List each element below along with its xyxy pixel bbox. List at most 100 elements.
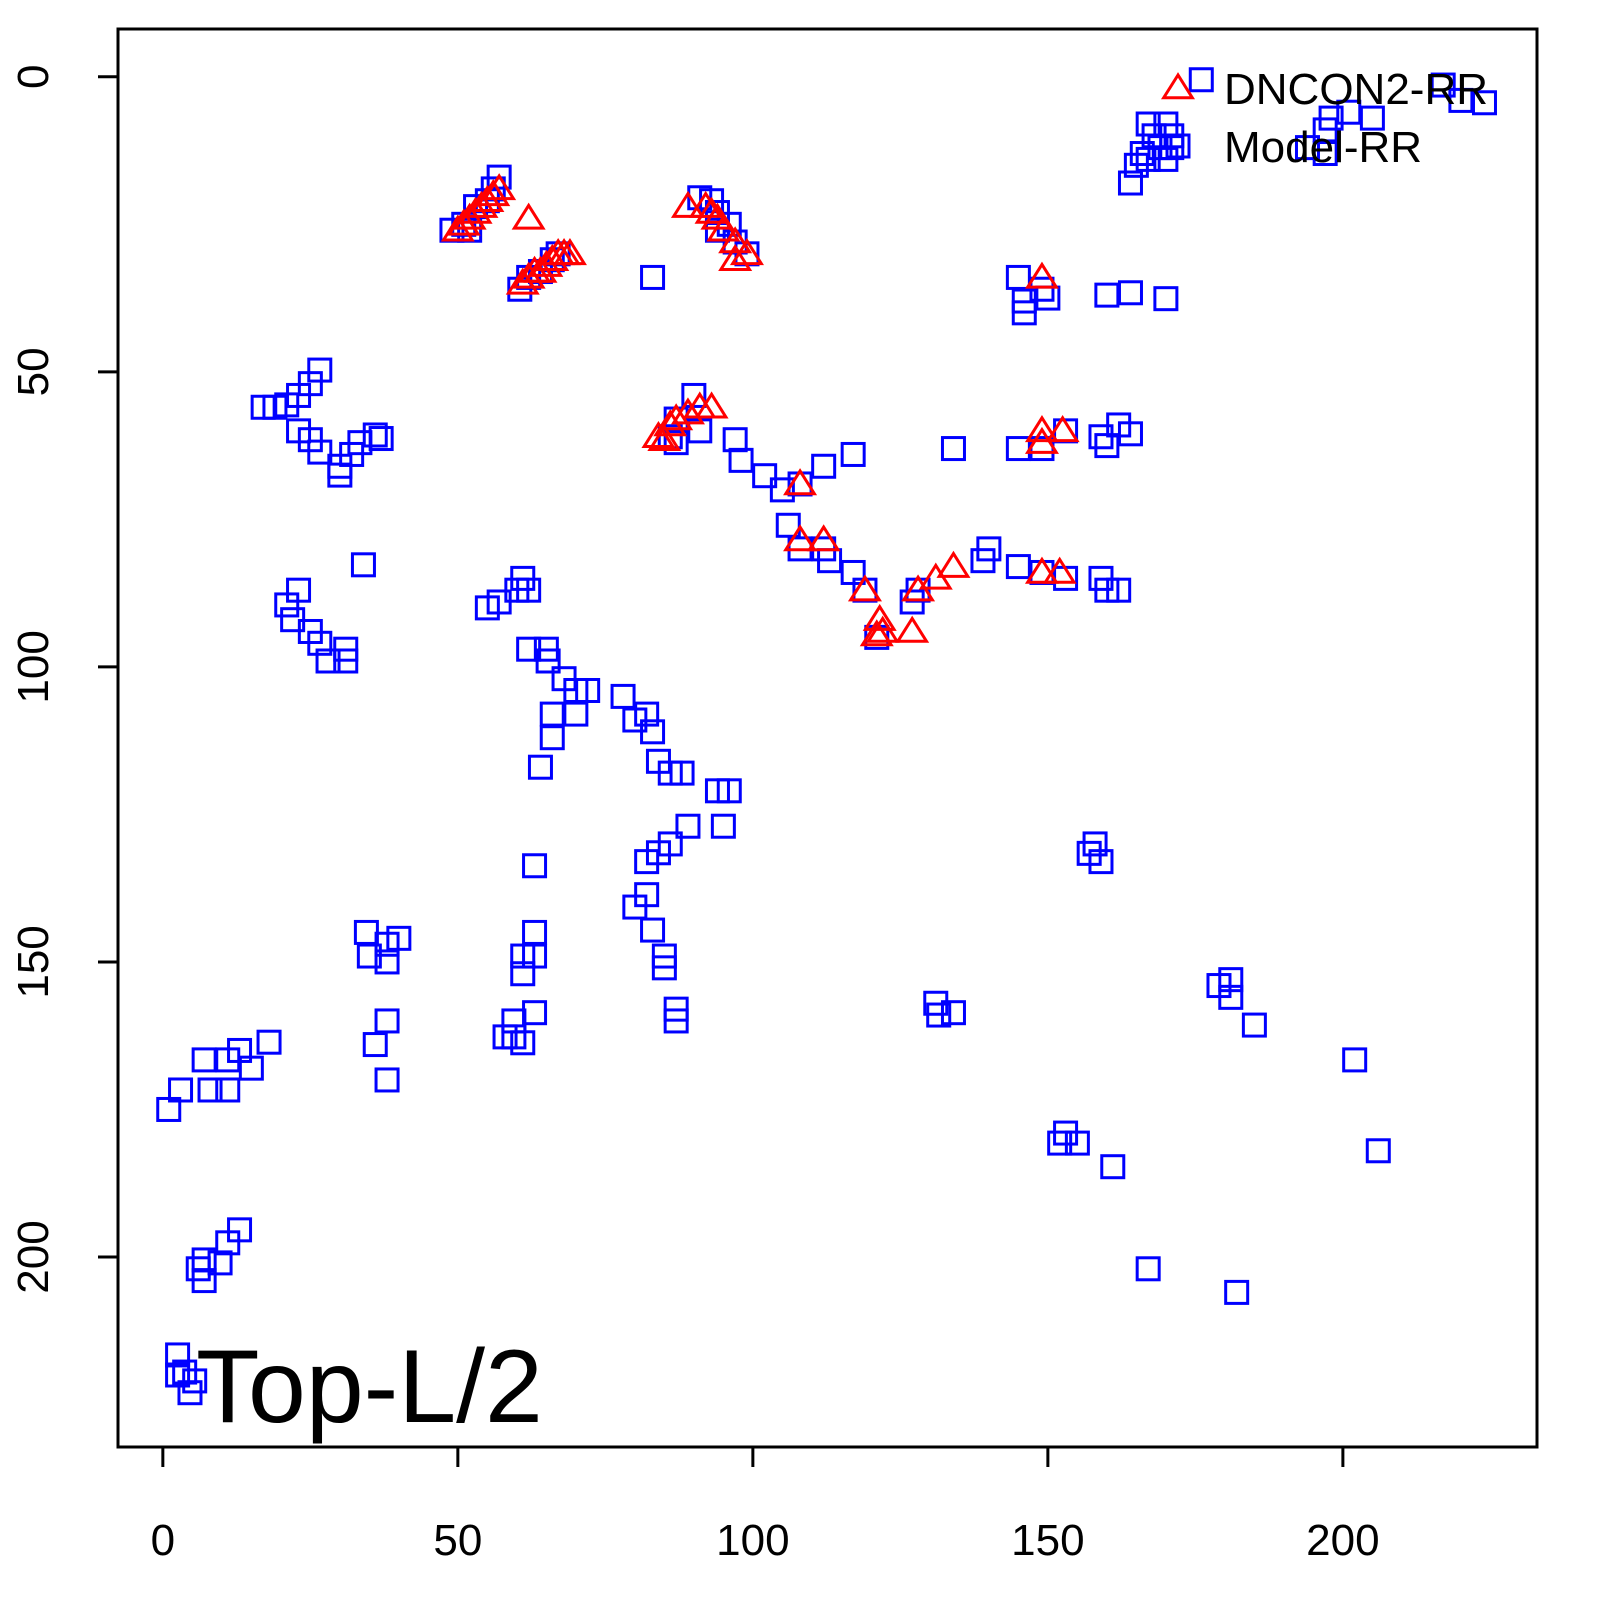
point xyxy=(474,595,500,621)
point xyxy=(353,919,379,945)
point xyxy=(859,619,894,647)
point xyxy=(1064,1130,1090,1156)
point xyxy=(362,1032,388,1058)
point xyxy=(539,701,565,727)
x-tick-label: 0 xyxy=(151,1516,175,1565)
point xyxy=(1241,1012,1267,1038)
point xyxy=(640,264,666,290)
x-tick-label: 200 xyxy=(1306,1516,1379,1565)
point xyxy=(1430,72,1456,98)
y-tick-label: 50 xyxy=(9,347,58,396)
point xyxy=(1029,276,1055,302)
point xyxy=(476,178,511,207)
point xyxy=(1117,280,1143,306)
point xyxy=(1011,300,1037,326)
point xyxy=(1024,415,1059,443)
point xyxy=(307,357,333,383)
point xyxy=(640,917,666,943)
point xyxy=(610,683,636,709)
y-tick-label: 150 xyxy=(9,925,58,998)
point xyxy=(256,1029,282,1055)
point xyxy=(670,397,705,425)
point xyxy=(688,190,723,218)
point xyxy=(511,202,546,230)
point xyxy=(1024,556,1059,584)
point xyxy=(651,955,677,981)
point xyxy=(362,422,388,448)
point xyxy=(806,524,841,552)
legend-label: DNCON2-RR xyxy=(1224,65,1488,114)
point xyxy=(622,894,648,920)
point xyxy=(895,615,930,643)
point xyxy=(563,701,589,727)
point xyxy=(522,919,548,945)
point xyxy=(250,394,276,420)
point xyxy=(640,719,666,745)
point xyxy=(1135,1256,1161,1282)
point xyxy=(663,430,689,456)
point xyxy=(728,447,754,473)
point xyxy=(307,630,333,656)
point xyxy=(307,439,333,465)
point xyxy=(1005,264,1031,290)
x-tick-label: 150 xyxy=(1011,1516,1084,1565)
point xyxy=(647,423,682,451)
point xyxy=(215,1077,241,1103)
point xyxy=(165,1362,191,1388)
point xyxy=(274,592,300,618)
x-tick-label: 100 xyxy=(716,1516,789,1565)
point xyxy=(182,1368,208,1394)
point xyxy=(1359,105,1385,131)
plot-frame xyxy=(116,27,1539,1449)
point xyxy=(840,441,866,467)
point xyxy=(1047,1130,1073,1156)
point xyxy=(1312,141,1338,167)
point xyxy=(510,943,536,969)
point xyxy=(783,524,818,552)
point xyxy=(1100,1154,1126,1180)
point xyxy=(1094,282,1120,308)
point xyxy=(1471,90,1497,116)
point xyxy=(775,512,801,538)
point xyxy=(510,1030,536,1056)
point xyxy=(1218,984,1244,1010)
point xyxy=(694,196,729,224)
point xyxy=(1448,87,1474,113)
point xyxy=(527,754,553,780)
point xyxy=(374,1008,400,1034)
point xyxy=(811,453,837,479)
point xyxy=(670,190,705,218)
point xyxy=(865,615,900,643)
point xyxy=(1153,286,1179,312)
point xyxy=(501,1008,527,1034)
point xyxy=(659,403,694,431)
point xyxy=(718,243,753,271)
legend-symbol xyxy=(1165,133,1191,159)
point xyxy=(374,1067,400,1093)
point xyxy=(1005,554,1031,580)
y-tick-label: 200 xyxy=(9,1220,58,1293)
point xyxy=(1042,556,1077,584)
point xyxy=(1188,67,1214,93)
point xyxy=(501,1024,527,1050)
point xyxy=(327,462,353,488)
point xyxy=(552,238,587,266)
y-tick-label: 100 xyxy=(9,630,58,703)
point xyxy=(539,725,565,751)
point xyxy=(710,813,736,839)
point xyxy=(706,214,741,242)
point xyxy=(669,760,695,786)
point xyxy=(482,173,517,201)
point xyxy=(386,925,412,951)
point xyxy=(926,1002,952,1028)
point xyxy=(663,1008,689,1034)
legend-symbol xyxy=(1160,72,1196,100)
point xyxy=(1024,261,1059,289)
point xyxy=(1336,99,1362,125)
point xyxy=(535,648,561,674)
point xyxy=(368,426,394,452)
point xyxy=(333,648,359,674)
point xyxy=(315,648,341,674)
